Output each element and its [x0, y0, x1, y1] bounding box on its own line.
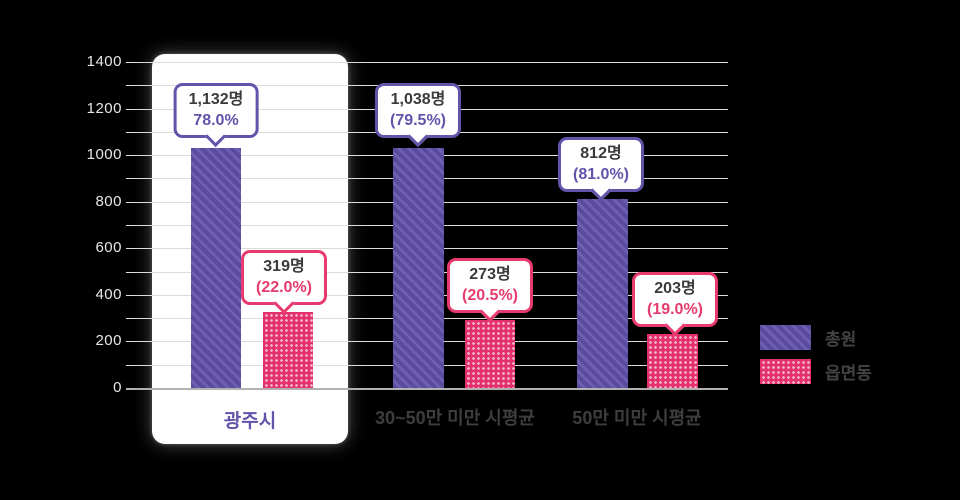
legend-label: 읍면동 — [825, 364, 872, 383]
category-label-50: 50만 미만 시평균 — [572, 408, 702, 428]
bar-30-50-chongwon — [393, 148, 444, 388]
y-axis-tick: 1400 — [86, 53, 122, 70]
y-axis-tick: 200 — [95, 332, 122, 349]
gridline — [126, 62, 728, 63]
callout-bubble: 319명 (22.0%) — [240, 250, 328, 305]
callout-bubble: 812명 (81.0%) — [557, 137, 645, 192]
legend-item-chongwon: 총원 — [760, 325, 872, 350]
category-label-30-50: 30~50만 미만 시평균 — [375, 408, 535, 428]
bar-gwangju-chongwon — [191, 148, 241, 388]
bar-gwangju-eupmyeondong — [263, 312, 313, 388]
callout-percent: (19.0%) — [646, 301, 704, 318]
callout-value: 273명 — [469, 266, 511, 283]
callout-value: 812명 — [580, 145, 622, 162]
bar-50-chongwon — [577, 199, 628, 388]
callout-percent: (79.5%) — [389, 112, 447, 129]
callout-value: 203명 — [654, 280, 696, 297]
legend-item-eupmyeondong: 읍면동 — [760, 359, 872, 384]
legend-label: 총원 — [825, 330, 857, 349]
y-axis-tick: 1200 — [86, 100, 122, 117]
callout-value: 319명 — [263, 258, 305, 275]
y-axis-tick: 600 — [95, 239, 122, 256]
callout-value: 1,038명 — [390, 91, 446, 108]
bar-50-eupmyeondong — [647, 334, 698, 388]
callout-percent: 78.0% — [193, 112, 239, 129]
legend: 총원 읍면동 — [760, 325, 872, 393]
y-axis-tick: 400 — [95, 286, 122, 303]
y-axis-tick: 1000 — [86, 146, 122, 163]
callout-percent: (20.5%) — [461, 287, 519, 304]
callout-bubble: 273명 (20.5%) — [446, 258, 534, 313]
x-axis-baseline — [126, 388, 728, 390]
callout-percent: (22.0%) — [255, 279, 313, 296]
bar-30-50-eupmyeondong — [465, 320, 515, 388]
category-label-gwangju: 광주시 — [223, 411, 277, 432]
callout-percent: (81.0%) — [572, 166, 630, 183]
y-axis-tick: 800 — [95, 193, 122, 210]
y-axis-tick: 0 — [113, 379, 122, 396]
callout-bubble: 203명 (19.0%) — [631, 272, 719, 327]
purple-stripes-swatch — [760, 325, 811, 350]
callout-value: 1,132명 — [188, 91, 244, 108]
callout-bubble: 1,038명 (79.5%) — [374, 83, 462, 138]
callout-bubble: 1,132명 78.0% — [173, 83, 259, 138]
pink-dots-swatch — [760, 359, 811, 384]
